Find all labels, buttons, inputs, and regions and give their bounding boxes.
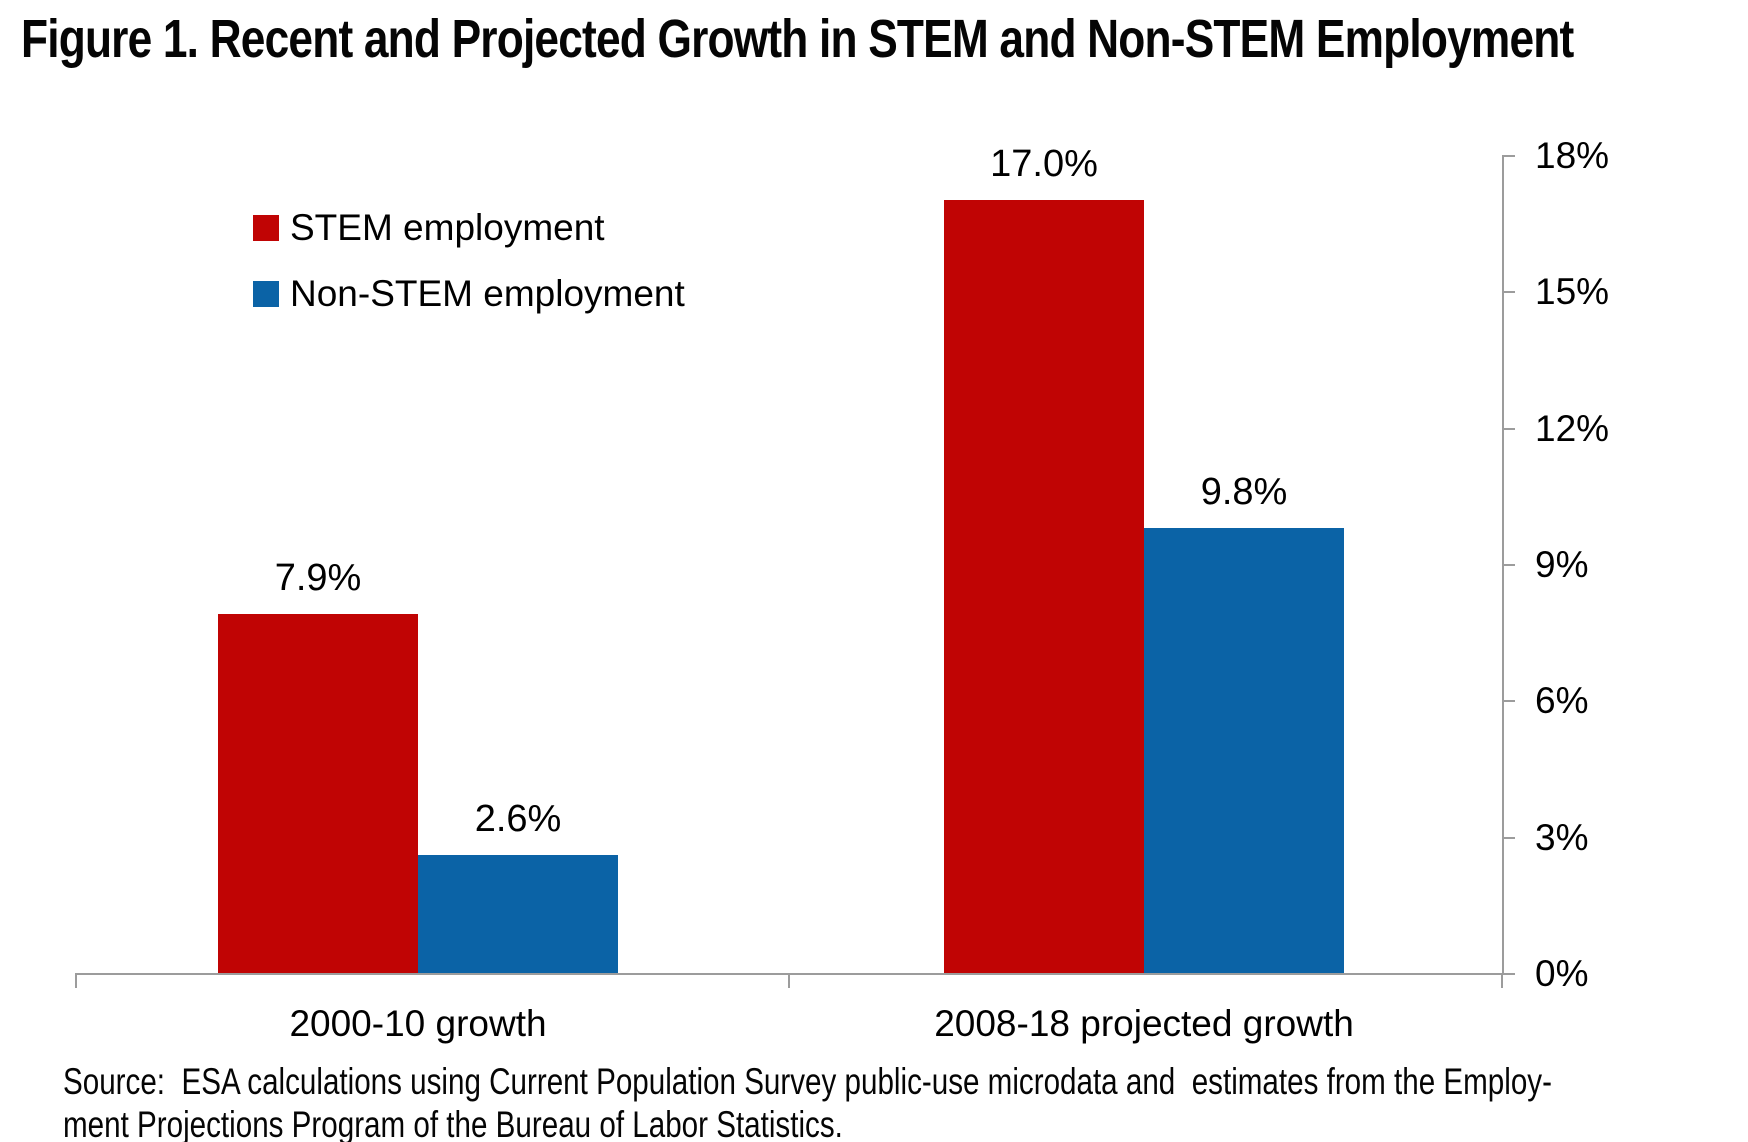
value-label-17.0: 17.0%	[990, 143, 1098, 186]
bar-stem-employment-2008-18-projected-growth	[944, 200, 1144, 973]
value-label-9.8: 9.8%	[1200, 470, 1288, 513]
legend-item-stem: STEM employment	[253, 203, 685, 253]
source-note-line-2: ment Projections Program of the Bureau o…	[63, 1104, 843, 1142]
x-axis-label-2000-10-growth: 2000-10 growth	[289, 1003, 547, 1044]
y-axis-tick-9	[1502, 564, 1515, 566]
y-axis-tick-label-6: 6%	[1535, 680, 1589, 722]
x-axis-tick-1	[75, 973, 77, 988]
y-axis-tick-label-9: 9%	[1535, 544, 1589, 585]
chart-title: Figure 1. Recent and Projected Growth in…	[21, 9, 1574, 69]
legend-label-non-stem: Non-STEM employment	[290, 273, 685, 314]
value-label-7.9: 7.9%	[274, 556, 362, 599]
x-axis-tick-2	[788, 973, 790, 988]
bar-non-stem-employment-2000-10-growth	[418, 854, 618, 973]
y-axis-tick-3	[1502, 836, 1515, 839]
y-axis-tick-18	[1502, 155, 1515, 157]
y-axis-tick-label-3: 3%	[1535, 816, 1589, 858]
legend-swatch-stem-icon	[253, 215, 279, 241]
y-axis-tick-0	[1502, 973, 1515, 975]
legend-label-stem: STEM employment	[290, 207, 605, 248]
y-axis-tick-15	[1502, 291, 1515, 294]
y-axis-tick-6	[1502, 700, 1515, 703]
source-note-line-1: Source: ESA calculations using Current P…	[63, 1061, 1552, 1102]
bar-stem-employment-2000-10-growth	[218, 613, 418, 973]
x-axis-tick-3	[1501, 973, 1503, 988]
y-axis-tick-12	[1502, 427, 1515, 430]
y-axis-tick-label-18: 18%	[1535, 135, 1610, 176]
y-axis-tick-label-0: 0%	[1535, 953, 1589, 994]
x-axis-label-2008-18-projected-growth: 2008-18 projected growth	[934, 1003, 1354, 1044]
value-label-2.6: 2.6%	[474, 797, 562, 840]
y-axis-tick-label-15: 15%	[1535, 271, 1610, 313]
legend-item-non-stem: Non-STEM employment	[253, 269, 685, 319]
chart-legend: STEM employment Non-STEM employment	[253, 203, 685, 335]
legend-swatch-non-stem-icon	[253, 281, 279, 307]
bar-non-stem-employment-2008-18-projected-growth	[1144, 527, 1344, 973]
y-axis-tick-label-12: 12%	[1535, 407, 1610, 449]
